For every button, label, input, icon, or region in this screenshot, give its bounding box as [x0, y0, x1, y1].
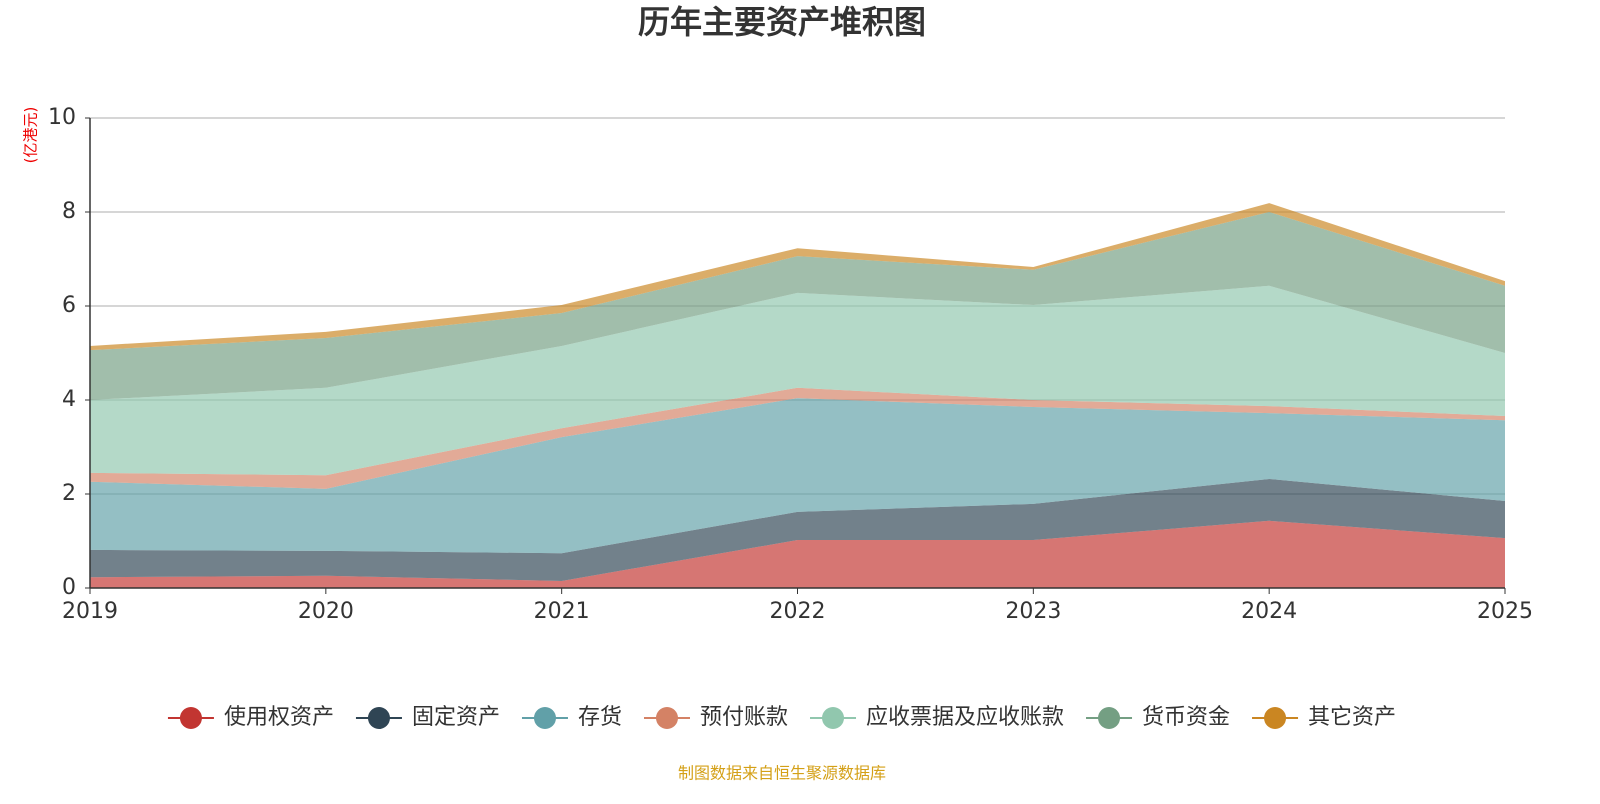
legend-marker: [1098, 707, 1121, 729]
legend-item: 货币资金: [1086, 705, 1230, 730]
x-tick-label: 2021: [534, 599, 590, 624]
x-tick-label: 2024: [1241, 599, 1297, 624]
x-tick-label: 2025: [1477, 599, 1533, 624]
area: [90, 203, 1505, 351]
source-note: 制图数据来自恒生聚源数据库: [678, 764, 886, 783]
legend: 使用权资产 固定资产 存货 预付账款 应收票据及应收账款 货币资金 其它资产: [167, 705, 1396, 730]
x-tick-label: 2022: [770, 599, 826, 624]
y-unit: (亿港元): [22, 107, 40, 164]
legend-label: 使用权资产: [224, 705, 334, 730]
legend-item: 使用权资产: [167, 705, 334, 730]
area: [90, 520, 1505, 588]
y-tick-label: 6: [62, 293, 76, 318]
area: [90, 212, 1505, 400]
legend-label: 预付账款: [700, 705, 788, 730]
legend-label: 应收票据及应收账款: [866, 705, 1064, 730]
legend-item: 应收票据及应收账款: [810, 705, 1064, 730]
y-tick-label: 2: [62, 481, 76, 506]
legend-marker: [179, 707, 202, 729]
legend-item: 其它资产: [1252, 705, 1396, 730]
legend-marker: [1264, 707, 1287, 729]
legend-label: 其它资产: [1308, 705, 1396, 730]
x-tick-label: 2019: [62, 599, 118, 624]
areas: [90, 203, 1505, 588]
area: [90, 398, 1505, 554]
chart-title: 历年主要资产堆积图: [638, 3, 926, 41]
x-tick-label: 2020: [298, 599, 354, 624]
y-tick-label: 8: [62, 199, 76, 224]
legend-item: 预付账款: [643, 705, 788, 730]
legend-item: 固定资产: [355, 705, 500, 730]
x-tick-label: 2023: [1005, 599, 1061, 624]
legend-label: 固定资产: [412, 705, 500, 730]
legend-marker: [655, 707, 678, 729]
legend-label: 存货: [578, 705, 622, 730]
legend-item: 存货: [521, 705, 622, 730]
area: [90, 478, 1505, 581]
legend-label: 货币资金: [1142, 705, 1230, 730]
y-tick-label: 10: [48, 105, 76, 130]
y-tick-label: 0: [62, 575, 76, 600]
y-tick-label: 4: [62, 387, 76, 412]
area: [90, 285, 1505, 476]
legend-marker: [822, 707, 845, 729]
legend-marker: [367, 707, 390, 729]
area: [90, 387, 1505, 489]
legend-marker: [533, 707, 556, 729]
